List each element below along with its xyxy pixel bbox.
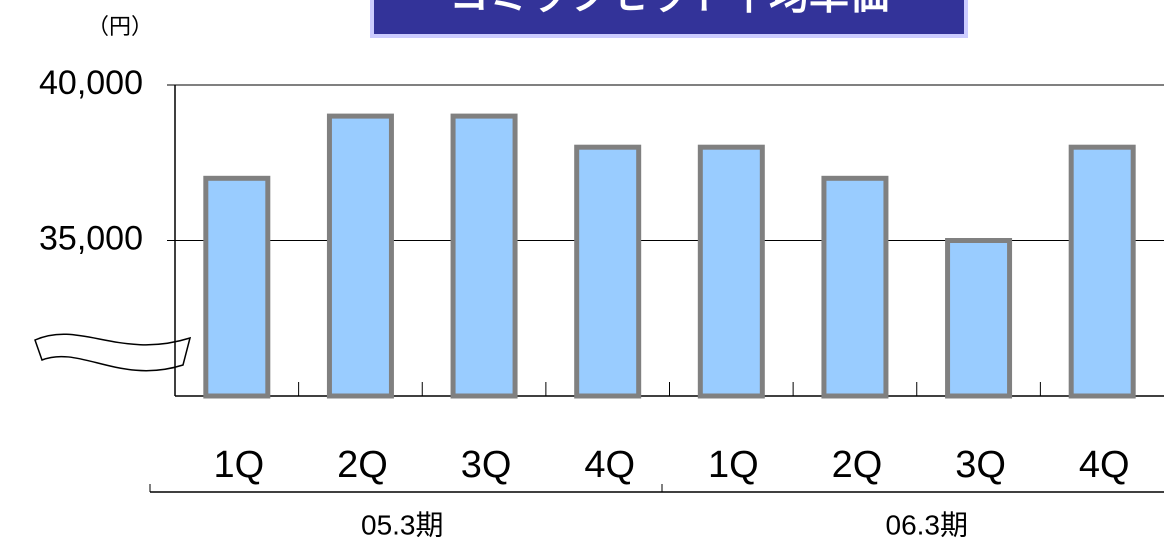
x-tick-label: 3Q xyxy=(955,444,1006,486)
bar xyxy=(574,144,642,399)
y-unit: （円） xyxy=(87,14,153,39)
x-tick-label: 4Q xyxy=(1079,444,1130,486)
bar xyxy=(203,175,271,399)
group-label: 05.3期 xyxy=(361,509,444,540)
bar xyxy=(1068,144,1136,399)
bar xyxy=(450,113,518,399)
group-label: 06.3期 xyxy=(886,509,969,540)
y-tick-label: 40,000 xyxy=(39,64,143,102)
title-box xyxy=(374,0,964,34)
bar xyxy=(697,144,765,399)
axis-break xyxy=(34,333,192,372)
chart-title: コミックセット平均単価 xyxy=(449,0,889,18)
x-tick-label: 2Q xyxy=(337,444,388,486)
y-tick-label: 35,000 xyxy=(39,219,143,257)
x-tick-label: 3Q xyxy=(461,444,512,486)
bar xyxy=(821,175,889,399)
x-tick-label: 4Q xyxy=(584,444,635,486)
x-tick-label: 1Q xyxy=(708,444,759,486)
x-tick-label: 1Q xyxy=(213,444,264,486)
bar xyxy=(326,113,394,399)
x-tick-label: 2Q xyxy=(832,444,883,486)
bar xyxy=(945,238,1013,399)
